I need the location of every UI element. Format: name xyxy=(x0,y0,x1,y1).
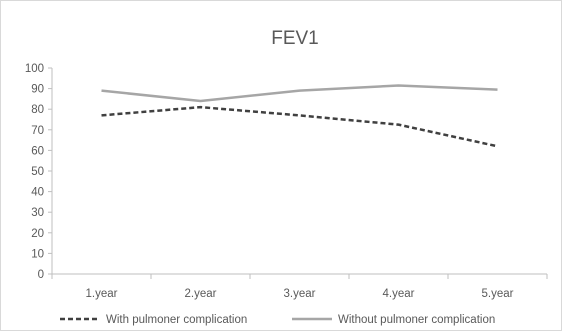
x-tick-label: 1.year xyxy=(86,288,118,300)
y-tick-label: 100 xyxy=(25,63,44,75)
y-tick-label: 10 xyxy=(31,248,44,260)
series-line-with-complication xyxy=(101,105,498,148)
y-tick-label: 0 xyxy=(38,269,44,281)
y-axis: 0 10 20 30 40 50 60 70 80 90 100 xyxy=(25,63,53,281)
x-tick-label: 3.year xyxy=(284,288,316,300)
series-line-without-complication xyxy=(101,84,498,103)
y-tick-label: 60 xyxy=(31,145,44,157)
y-tick-label: 80 xyxy=(31,104,44,116)
x-axis: 1.year 2.year 3.year 4.year 5.year xyxy=(51,273,548,300)
x-tick-label: 5.year xyxy=(482,288,514,300)
y-tick-label: 90 xyxy=(31,84,44,96)
x-tick-label: 4.year xyxy=(383,288,415,300)
y-tick-label: 30 xyxy=(31,207,44,219)
y-tick-label: 50 xyxy=(31,166,44,178)
series-group xyxy=(101,84,498,148)
legend: With pulmoner complication Without pulmon… xyxy=(60,314,495,326)
y-tick-label: 70 xyxy=(31,125,44,137)
x-tick-label: 2.year xyxy=(185,288,217,300)
legend-label: With pulmoner complication xyxy=(106,314,247,326)
y-tick-label: 40 xyxy=(31,187,44,199)
legend-label: Without pulmoner complication xyxy=(338,314,495,326)
y-tick-label: 20 xyxy=(31,228,44,240)
chart-title: FEV1 xyxy=(271,28,319,49)
